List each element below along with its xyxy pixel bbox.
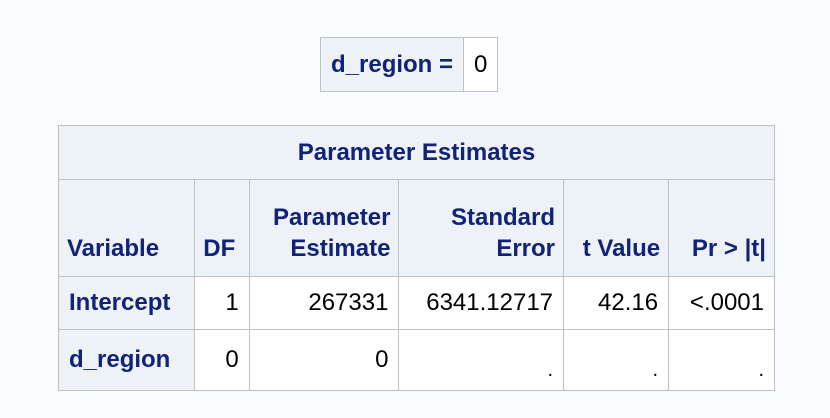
row-df: 1	[194, 276, 250, 330]
by-group-header: d_region = 0	[319, 37, 499, 92]
row-pvalue: <.0001	[668, 276, 775, 330]
column-header-variable-label: Variable	[67, 235, 160, 262]
by-group-row: d_region = 0	[319, 37, 499, 92]
row-estimate: 0	[248, 329, 400, 391]
column-header-df-label: DF	[203, 235, 236, 262]
column-header-estimate: Parameter Estimate	[248, 179, 400, 277]
table-row: d_region 0 0 . . .	[57, 329, 775, 391]
table-title-row: Parameter Estimates	[58, 125, 775, 180]
by-group-label: d_region =	[319, 37, 465, 92]
column-header-estimate-line1: Parameter	[273, 204, 391, 231]
column-header-stderr: Standard Error	[398, 179, 565, 277]
row-stderr: .	[398, 329, 565, 391]
row-tvalue: 42.16	[563, 276, 670, 330]
column-header-estimate-line2: Estimate	[290, 235, 391, 262]
column-header-df: DF	[194, 179, 250, 277]
row-tvalue: .	[563, 329, 670, 391]
row-pvalue: .	[668, 329, 775, 391]
column-header-pvalue: Pr > |t|	[668, 179, 775, 277]
table-title: Parameter Estimates	[58, 125, 775, 180]
column-header-row: Variable DF Parameter Estimate Standard …	[57, 179, 775, 277]
row-estimate: 267331	[248, 276, 400, 330]
parameter-estimates-table: Parameter Estimates Variable DF Paramete…	[57, 125, 775, 391]
column-header-stderr-line2: Error	[496, 235, 556, 262]
row-variable: d_region	[57, 329, 196, 391]
table-row: Intercept 1 267331 6341.12717 42.16 <.00…	[57, 276, 775, 330]
column-header-tvalue-label: t Value	[582, 235, 661, 262]
column-header-pvalue-label: Pr > |t|	[691, 235, 766, 262]
column-header-stderr-line1: Standard	[451, 204, 556, 231]
row-df: 0	[194, 329, 250, 391]
by-group-value: 0	[463, 37, 499, 92]
column-header-variable: Variable	[57, 179, 196, 277]
column-header-tvalue: t Value	[563, 179, 670, 277]
row-variable: Intercept	[57, 276, 196, 330]
row-stderr: 6341.12717	[398, 276, 565, 330]
